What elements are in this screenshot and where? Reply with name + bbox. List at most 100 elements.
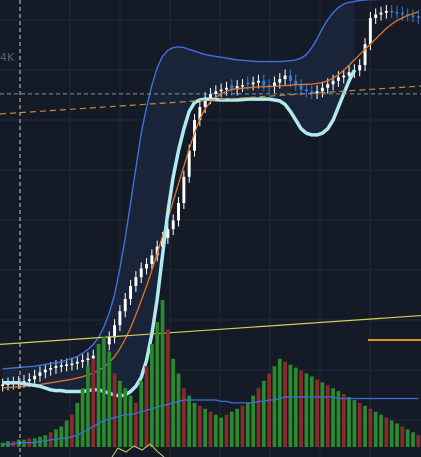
candle-body	[33, 375, 37, 380]
candle-body	[294, 80, 298, 86]
volume-bar	[70, 414, 74, 447]
candle-body	[209, 93, 212, 99]
candle-body	[91, 355, 95, 359]
volume-bar	[245, 402, 250, 447]
candle-body	[384, 10, 388, 13]
volume-bar	[86, 366, 90, 447]
candle-body	[246, 82, 250, 85]
candle-body	[379, 12, 383, 15]
lower-envelope-line	[2, 69, 356, 398]
candle-body	[363, 44, 367, 66]
candle-body	[288, 75, 292, 81]
bottom-annotation	[111, 443, 165, 457]
volume-bar	[59, 426, 64, 447]
candle-body	[256, 80, 260, 83]
candle-body	[49, 367, 53, 370]
candle-body	[262, 80, 266, 86]
candle-body	[155, 246, 159, 256]
volume-bar	[64, 420, 69, 447]
candle-body	[320, 87, 324, 92]
volume-bar	[395, 423, 399, 447]
volume-bar	[341, 394, 346, 447]
volume-bar	[283, 361, 287, 447]
candle-body	[38, 372, 42, 376]
volume-bar	[384, 417, 389, 447]
candle-body	[219, 89, 223, 92]
candle-body	[331, 80, 335, 85]
candle-body	[113, 325, 117, 338]
volume-bar	[272, 366, 277, 447]
volume-bar	[267, 373, 271, 447]
indicator-lines	[0, 0, 421, 398]
volume-bar	[96, 344, 101, 447]
candle-body	[272, 82, 276, 87]
candle-body	[171, 220, 175, 230]
volume-bar	[229, 411, 234, 447]
bollinger-fill	[2, 1, 355, 396]
y-axis-tick-label: 4K	[0, 51, 15, 64]
volume-bar	[22, 439, 26, 447]
volume-bar	[213, 414, 218, 447]
candle-body	[299, 85, 303, 90]
volume-bar	[155, 322, 160, 447]
volume-bar	[0, 442, 5, 447]
candle-body	[43, 369, 47, 373]
volume-bar	[235, 408, 240, 447]
bollinger-band	[2, 1, 355, 396]
candle-body	[390, 10, 394, 13]
candle-body	[193, 120, 196, 151]
candle-body	[395, 11, 399, 14]
candle-body	[139, 268, 143, 278]
candle-body	[177, 202, 180, 221]
volume-bar	[144, 366, 149, 447]
volume-bar	[325, 385, 330, 447]
volume-bar	[219, 417, 224, 447]
candle-body	[145, 264, 149, 269]
volume-bar	[123, 388, 128, 447]
volume-bar	[181, 388, 186, 447]
volume-bar	[347, 397, 351, 447]
candle-body	[235, 86, 239, 90]
volume-bar	[400, 426, 405, 447]
volume-bar	[368, 408, 373, 447]
candle-body	[166, 229, 170, 238]
volume-bar	[261, 380, 266, 447]
volume-bar	[187, 395, 192, 447]
volume-bar	[192, 402, 197, 447]
candle-body	[241, 85, 244, 87]
candle-body	[27, 379, 31, 382]
volume-panel	[0, 300, 421, 447]
volume-bar	[357, 402, 362, 447]
candle-body	[1, 384, 5, 387]
volume-bar	[379, 414, 383, 447]
candle-body	[368, 17, 372, 45]
volume-bar	[416, 435, 421, 447]
volume-bar	[176, 373, 181, 447]
candle-body	[59, 365, 63, 367]
candle-body	[336, 77, 340, 81]
candle-body	[326, 84, 330, 88]
candle-body	[203, 98, 207, 107]
volume-bar	[91, 358, 96, 447]
candle-body	[315, 91, 319, 94]
volume-bar	[363, 405, 367, 447]
candle-body	[86, 358, 90, 361]
volume-bar	[16, 439, 21, 447]
candle-body	[81, 360, 85, 362]
candle-body	[225, 87, 228, 90]
overlays	[19, 0, 421, 457]
candle-body	[198, 106, 202, 121]
volume-bar	[38, 436, 42, 447]
volume-bar	[134, 402, 138, 447]
candle-body	[251, 82, 255, 85]
volume-bar	[309, 376, 314, 447]
candle-body	[123, 298, 127, 312]
candle-body	[283, 75, 287, 80]
volume-bar	[128, 395, 133, 447]
candle-body	[187, 150, 191, 177]
candle-body	[278, 79, 282, 83]
candle-body	[70, 363, 74, 366]
price-line	[0, 314, 421, 345]
